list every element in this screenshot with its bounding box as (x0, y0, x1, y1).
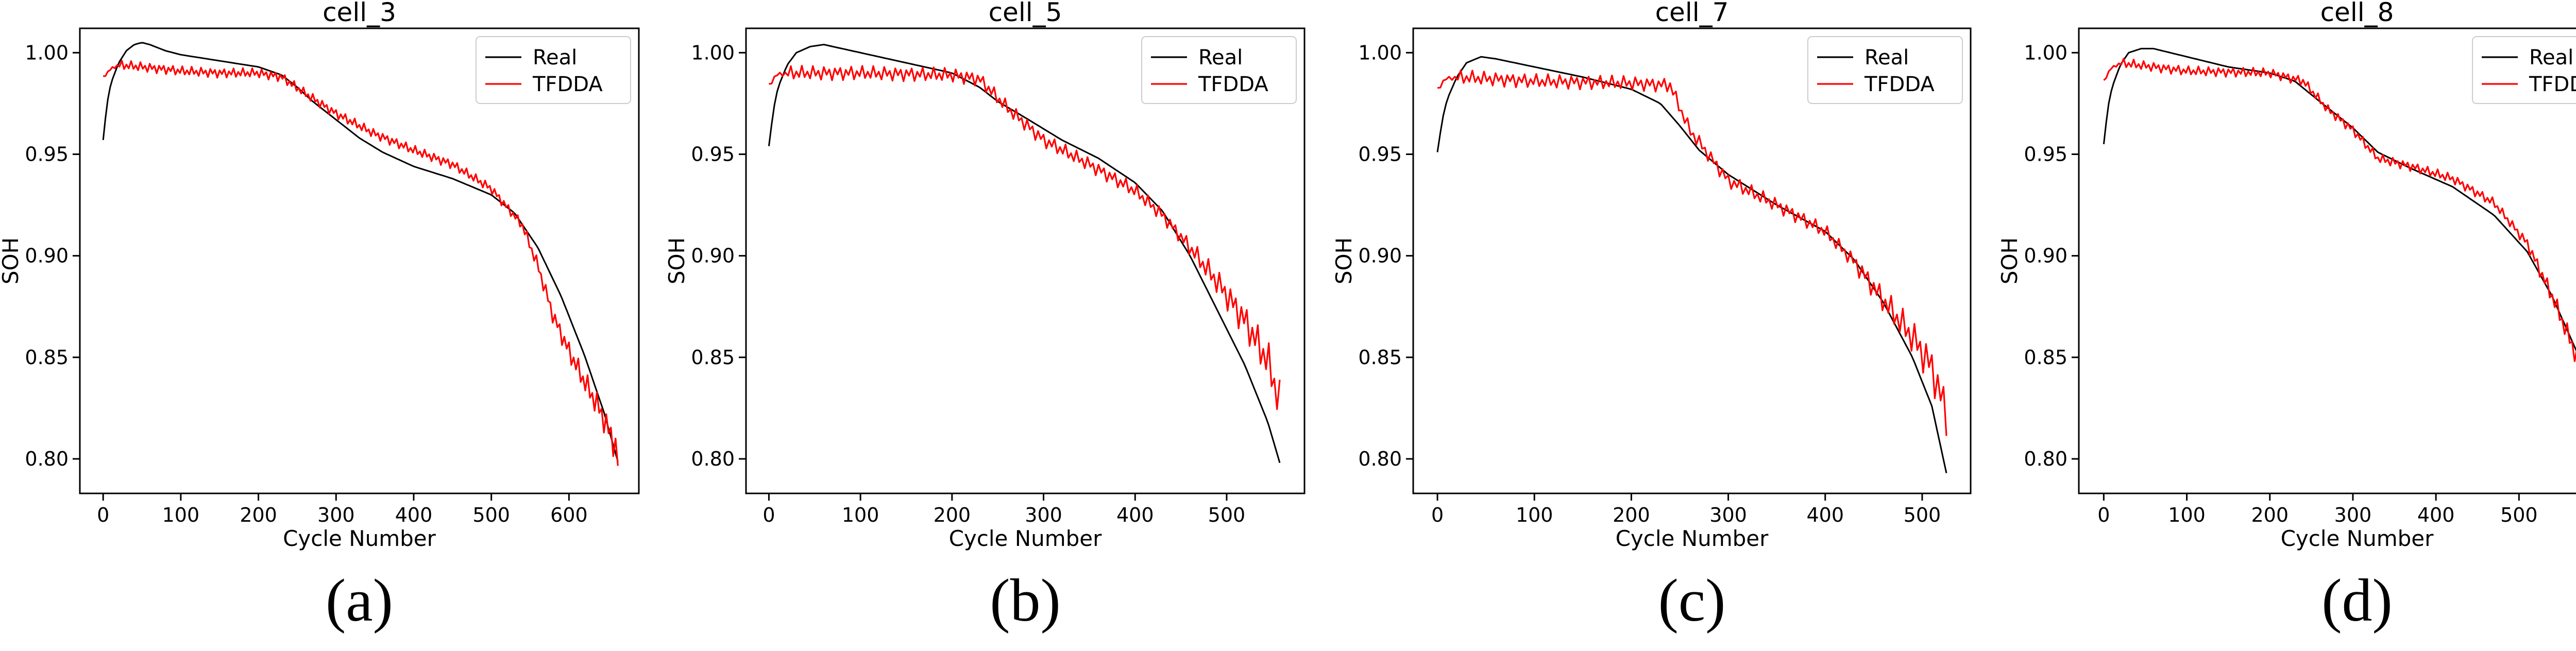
x-tick-label: 0 (762, 504, 775, 526)
y-tick-label: 0.85 (25, 346, 69, 369)
y-tick-label: 1.00 (1358, 41, 1402, 64)
x-tick-label: 300 (1709, 504, 1747, 526)
axes-frame (79, 27, 640, 494)
y-tick-label: 0.80 (2024, 448, 2067, 470)
x-tick-label: 300 (1025, 504, 1062, 526)
chart-panel-4: cell_801002003004005006000.800.850.900.9… (1997, 0, 2576, 634)
legend: Real TFDDA (1807, 36, 1963, 104)
y-tick-label: 0.95 (1358, 143, 1402, 165)
x-axis-label: Cycle Number (1616, 526, 1769, 551)
legend-label-real: Real (1198, 46, 1243, 70)
axes-frame (745, 27, 1306, 494)
y-tick-label: 0.95 (2024, 143, 2067, 165)
x-tick-label: 500 (472, 504, 510, 526)
series-line-tfdda (1437, 70, 1947, 436)
y-axis-label: SOH (1997, 237, 2022, 284)
chart-title: cell_3 (323, 0, 396, 27)
chart-title: cell_7 (1655, 0, 1729, 27)
series-line-tfdda (2103, 58, 2576, 362)
y-tick-label: 0.85 (2024, 346, 2067, 369)
legend: Real TFDDA (476, 36, 631, 104)
series-line-real (1436, 56, 1947, 473)
y-tick-label: 0.80 (691, 448, 735, 470)
x-tick-label: 300 (2334, 504, 2372, 526)
panel-caption: (a) (326, 567, 393, 634)
legend-label-real: Real (1865, 46, 1909, 70)
chart-panel-3: cell_7 0 100 200 300 400 500 0.80 0.85 0.90 0.95 1.… (1331, 0, 1972, 634)
x-tick-label: 400 (2417, 504, 2455, 526)
x-tick-label: 600 (550, 504, 588, 526)
x-tick-label: 300 (317, 504, 355, 526)
legend-label-tfdda: TFDDA (1198, 73, 1268, 96)
y-tick-label: 1.00 (691, 41, 735, 64)
x-tick-label: 500 (1904, 504, 1941, 526)
legend-box (1141, 36, 1297, 104)
legend-label-real: Real (2529, 46, 2573, 70)
y-tick-label: 0.90 (25, 245, 69, 267)
x-tick-label: 100 (842, 504, 879, 526)
x-tick-label: 0 (1431, 504, 1444, 526)
x-tick-label: 400 (1806, 504, 1844, 526)
axes-frame (1412, 27, 1972, 494)
chart-title: cell_8 (2320, 0, 2394, 27)
x-axis-label: Cycle Number (2281, 526, 2434, 551)
y-tick-label: 0.80 (25, 448, 69, 470)
x-tick-label: 200 (2251, 504, 2289, 526)
panel-caption: (b) (990, 567, 1061, 634)
y-tick-label: 0.85 (691, 346, 735, 369)
y-tick-label: 0.90 (1358, 245, 1402, 267)
legend-label-tfdda: TFDDA (532, 73, 603, 96)
y-tick-label: 1.00 (2024, 41, 2067, 64)
series-line-tfdda (103, 59, 619, 466)
x-tick-label: 0 (2097, 504, 2110, 526)
x-tick-label: 400 (395, 504, 433, 526)
legend: Real TFDDA (1141, 36, 1297, 104)
x-axis-label: Cycle Number (949, 526, 1103, 551)
x-tick-label: 200 (1613, 504, 1650, 526)
chart-panel-1: cell_3 0 100 200 300 400 500 600 0.80 0.85 0.90 0.9… (0, 0, 640, 634)
axes-frame (2078, 27, 2576, 494)
x-tick-label: 100 (162, 504, 200, 526)
x-tick-label: 400 (1116, 504, 1154, 526)
y-tick-label: 0.95 (691, 143, 735, 165)
y-tick-label: 0.80 (1358, 448, 1402, 470)
x-tick-label: 100 (2168, 504, 2206, 526)
y-tick-label: 0.85 (1358, 346, 1402, 369)
x-axis-label: Cycle Number (283, 526, 436, 551)
x-tick-label: 100 (1516, 504, 1553, 526)
legend-label-real: Real (533, 46, 577, 70)
y-tick-label: 0.90 (691, 245, 735, 267)
series-line-real (102, 42, 619, 462)
x-tick-label: 0 (97, 504, 109, 526)
y-axis-label: SOH (0, 237, 23, 284)
y-tick-label: 0.90 (2024, 245, 2067, 267)
x-tick-label: 500 (2500, 504, 2538, 526)
legend-label-tfdda: TFDDA (1864, 73, 1935, 96)
x-tick-label: 500 (1208, 504, 1246, 526)
y-tick-label: 1.00 (25, 41, 69, 64)
chart-title: cell_5 (989, 0, 1062, 27)
legend-box (2472, 36, 2576, 104)
legend: Real TFDDA (2472, 36, 2576, 104)
legend-label-tfdda: TFDDA (2529, 73, 2576, 96)
series-line-tfdda (769, 64, 1281, 410)
x-tick-label: 200 (240, 504, 277, 526)
panel-caption: (d) (2321, 567, 2393, 634)
y-axis-label: SOH (1331, 237, 1357, 284)
y-tick-label: 0.95 (25, 143, 69, 165)
chart-panel-2: cell_5 0 100 200 300 400 500 0.80 0.85 0.90 0.95 1.… (664, 0, 1306, 634)
x-tick-label: 200 (934, 504, 971, 526)
series-line-real (768, 44, 1281, 464)
y-axis-label: SOH (664, 237, 689, 284)
panel-caption: (c) (1658, 567, 1726, 634)
legend-box (476, 36, 631, 104)
legend-box (1807, 36, 1963, 104)
series-line-real (2103, 47, 2576, 352)
